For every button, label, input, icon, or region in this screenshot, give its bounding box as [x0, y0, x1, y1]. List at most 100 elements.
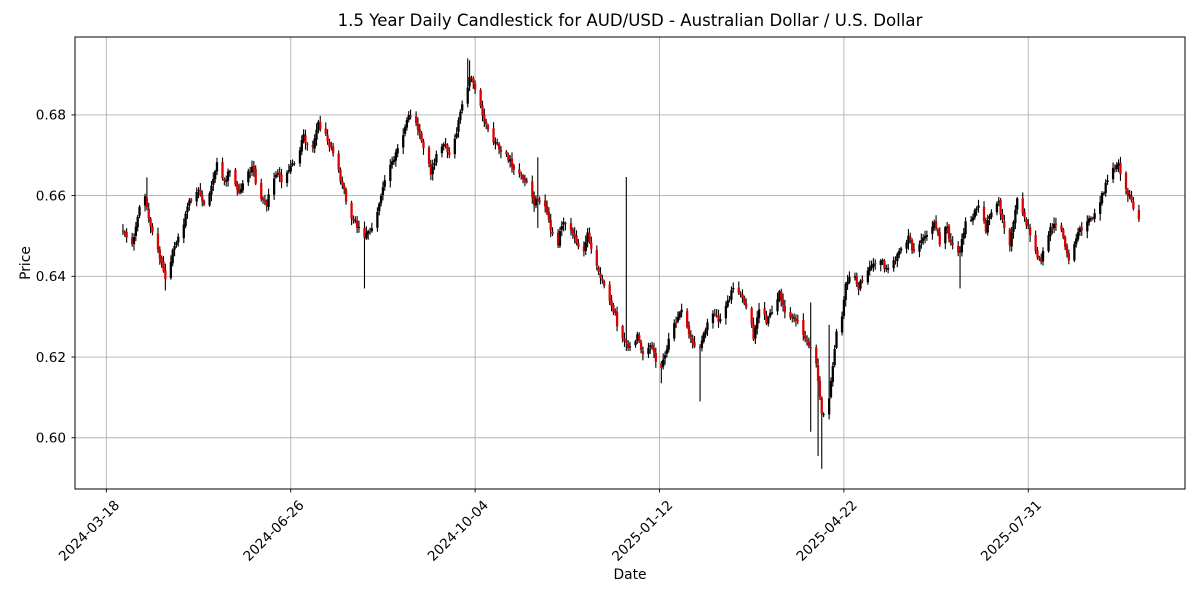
candle-body-down	[470, 77, 473, 79]
candle-body-down	[1132, 201, 1135, 209]
candle-body-up	[376, 212, 379, 228]
candle-body-up	[468, 77, 471, 87]
candle-body-up	[136, 216, 139, 228]
candle-body-up	[367, 231, 370, 234]
candle-body-up	[466, 87, 469, 104]
candle-body-down	[789, 311, 792, 318]
candle-body-up	[822, 414, 825, 416]
candle-body-down	[507, 154, 510, 161]
candle-body-up	[757, 309, 761, 319]
candle-body-down	[1124, 172, 1128, 190]
candle-body-down	[1080, 227, 1083, 231]
candle-body-up	[962, 232, 965, 239]
candle-body-down	[1040, 258, 1043, 262]
candle-body-up	[138, 206, 141, 216]
candle-body-up	[706, 322, 709, 331]
candle-body-up	[210, 185, 213, 195]
candle-body-up	[879, 260, 882, 265]
candle-body-up	[986, 220, 989, 233]
candle-body-down	[556, 232, 560, 246]
candle-body-up	[435, 154, 438, 163]
candle-body-down	[614, 311, 617, 314]
candle-body-up	[394, 152, 397, 161]
candle-body-down	[237, 188, 241, 194]
candle-body-up	[933, 222, 936, 228]
candle-body-down	[949, 239, 952, 243]
x-tick-label: 2025-01-12	[609, 498, 676, 565]
candle-body-down	[416, 123, 420, 130]
candle-body-up	[827, 398, 831, 415]
candle-body-down	[1067, 253, 1070, 261]
candle-body-up	[662, 359, 665, 367]
candle-body-up	[990, 212, 993, 218]
candle-body-up	[846, 281, 849, 285]
candle-body-up	[1041, 250, 1045, 262]
candle-body-down	[223, 178, 226, 182]
candle-body-up	[964, 221, 967, 235]
candle-body-down	[263, 200, 267, 202]
candle-body-up	[383, 180, 386, 187]
candle-body-up	[440, 146, 444, 154]
candle-body-down	[597, 267, 600, 273]
candle-body-up	[405, 119, 409, 128]
candle-body-up	[923, 236, 927, 239]
candle-body-down	[547, 212, 551, 220]
candle-body-up	[459, 111, 462, 121]
candle-body-up	[754, 327, 757, 339]
candle-body-down	[687, 325, 691, 335]
candle-body-up	[560, 225, 563, 230]
candle-body-up	[988, 216, 991, 219]
candle-body-down	[1021, 198, 1024, 214]
candle-body-up	[276, 173, 279, 175]
candle-body-down	[260, 182, 263, 199]
candle-body-down	[149, 218, 152, 227]
candle-body-down	[472, 78, 475, 83]
candle-body-up	[134, 226, 137, 236]
candle-body-up	[835, 331, 838, 348]
candle-body-up	[898, 250, 901, 255]
candle-body-down	[344, 189, 348, 202]
candle-body-down	[752, 324, 755, 340]
x-tick-label: 2025-07-31	[978, 498, 1045, 565]
candle-body-down	[444, 143, 447, 145]
candle-body-up	[969, 219, 973, 221]
candle-body-down	[739, 293, 742, 295]
candle-body-down	[156, 233, 160, 250]
candle-body-up	[177, 236, 180, 243]
candle-body-up	[213, 171, 217, 180]
candle-body-up	[402, 135, 405, 148]
grid-lines	[75, 37, 1185, 489]
candle-body-up	[885, 268, 888, 270]
candle-body-up	[247, 171, 250, 183]
candle-body-down	[1036, 250, 1039, 258]
candle-body-up	[636, 334, 639, 341]
candle-body-down	[202, 201, 206, 205]
x-tick-label: 2024-03-18	[56, 498, 123, 565]
candle-body-down	[1062, 229, 1065, 238]
candles	[121, 58, 1141, 469]
candle-body-down	[569, 223, 573, 231]
candle-body-up	[868, 267, 871, 272]
candle-body-up	[1016, 198, 1019, 210]
candle-body-up	[770, 312, 774, 314]
candle-body-up	[958, 251, 962, 253]
candle-body-up	[711, 313, 715, 324]
candle-body-down	[427, 147, 431, 164]
y-tick-label: 0.64	[36, 269, 66, 285]
candle-body-up	[920, 240, 923, 244]
candle-body-down	[521, 175, 525, 179]
candle-body-down	[802, 320, 805, 335]
candle-body-down	[713, 313, 716, 315]
candle-body-up	[354, 220, 357, 222]
candle-body-down	[123, 231, 126, 233]
candle-body-down	[355, 220, 359, 228]
candle-body-down	[536, 198, 539, 201]
candle-body-up	[665, 349, 669, 354]
candle-body-down	[573, 233, 576, 237]
candle-body-down	[311, 144, 315, 148]
axis-ticks	[71, 114, 1029, 493]
y-tick-labels: 0.60 0.62 0.64 0.66 0.68	[36, 108, 66, 447]
candle-body-down	[1003, 221, 1006, 229]
candle-body-down	[324, 128, 327, 134]
candle-body-down	[234, 169, 237, 185]
